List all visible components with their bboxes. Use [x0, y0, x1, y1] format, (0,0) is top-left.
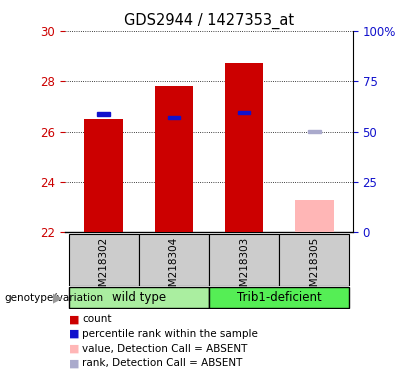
Text: GSM218302: GSM218302	[99, 237, 109, 300]
Bar	[209, 287, 349, 308]
Text: GSM218304: GSM218304	[169, 237, 179, 300]
Text: value, Detection Call = ABSENT: value, Detection Call = ABSENT	[82, 344, 247, 354]
Text: ▶: ▶	[52, 291, 62, 305]
Text: ■: ■	[69, 344, 80, 354]
Bar	[155, 86, 193, 232]
Text: rank, Detection Call = ABSENT: rank, Detection Call = ABSENT	[82, 358, 242, 368]
Text: ■: ■	[69, 314, 80, 324]
Text: percentile rank within the sample: percentile rank within the sample	[82, 329, 258, 339]
Bar	[68, 287, 209, 308]
Bar	[68, 234, 139, 286]
Text: Trib1-deficient: Trib1-deficient	[237, 291, 321, 304]
Text: ■: ■	[69, 358, 80, 368]
Bar	[279, 234, 349, 286]
Bar	[168, 116, 180, 119]
Text: GSM218303: GSM218303	[239, 237, 249, 300]
Text: ■: ■	[69, 329, 80, 339]
Bar	[139, 234, 209, 286]
Bar	[84, 119, 123, 232]
Text: wild type: wild type	[112, 291, 166, 304]
Text: genotype/variation: genotype/variation	[4, 293, 103, 303]
Title: GDS2944 / 1427353_at: GDS2944 / 1427353_at	[124, 13, 294, 29]
Bar	[209, 234, 279, 286]
Bar	[308, 130, 320, 133]
Text: GSM218305: GSM218305	[309, 237, 319, 300]
Bar	[225, 63, 263, 232]
Text: count: count	[82, 314, 111, 324]
Bar	[295, 200, 333, 232]
Bar	[97, 112, 110, 116]
Bar	[238, 111, 250, 114]
